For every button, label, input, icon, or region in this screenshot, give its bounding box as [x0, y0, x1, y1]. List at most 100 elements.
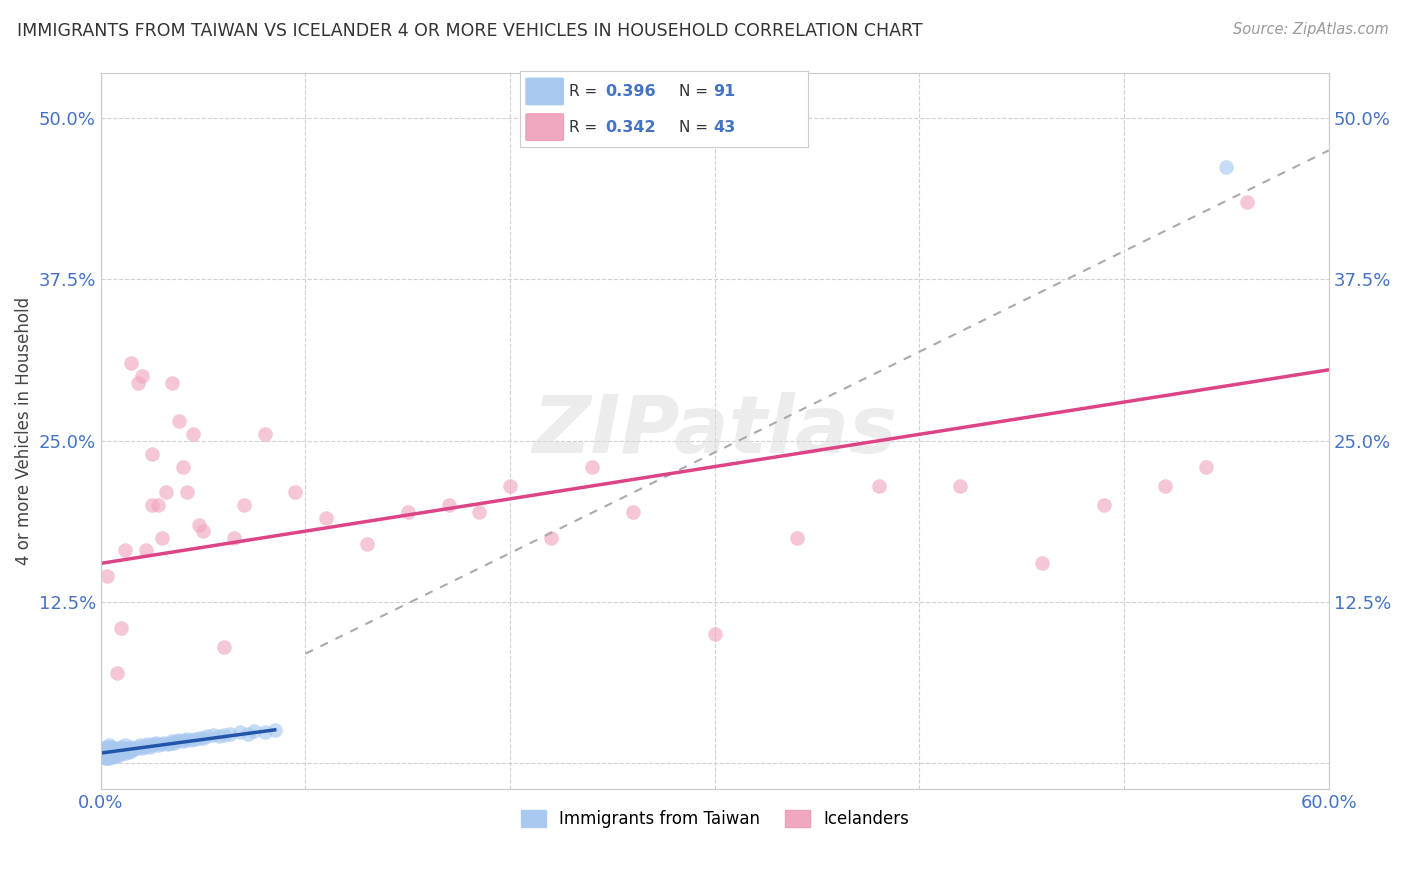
FancyBboxPatch shape	[526, 114, 564, 140]
Point	[132, 739, 155, 754]
Point	[150, 531, 173, 545]
Point	[108, 742, 131, 756]
Point	[122, 742, 145, 756]
Point	[117, 743, 139, 757]
Point	[1195, 459, 1218, 474]
Text: N =: N =	[679, 84, 713, 99]
Point	[167, 733, 190, 747]
Point	[101, 740, 124, 755]
Point	[146, 498, 169, 512]
Point	[141, 447, 163, 461]
Point	[135, 739, 157, 753]
Text: 0.396: 0.396	[605, 84, 655, 99]
Point	[153, 736, 176, 750]
Point	[101, 748, 124, 763]
Point	[253, 427, 276, 442]
Point	[191, 731, 214, 745]
Point	[184, 731, 207, 746]
Point	[104, 746, 127, 760]
Y-axis label: 4 or more Vehicles in Household: 4 or more Vehicles in Household	[15, 297, 32, 566]
Point	[162, 376, 184, 390]
Text: Source: ZipAtlas.com: Source: ZipAtlas.com	[1233, 22, 1389, 37]
Point	[94, 746, 117, 760]
Point	[124, 740, 146, 755]
Point	[98, 739, 121, 753]
Point	[121, 743, 143, 757]
Point	[212, 728, 235, 742]
Point	[172, 459, 194, 474]
Point	[131, 369, 153, 384]
Point	[135, 543, 157, 558]
Point	[98, 743, 121, 757]
Point	[253, 725, 276, 739]
Point	[284, 485, 307, 500]
Point	[181, 427, 204, 442]
Point	[180, 733, 202, 747]
Point	[110, 747, 132, 762]
Point	[141, 739, 163, 753]
Point	[191, 524, 214, 538]
Point	[166, 734, 188, 748]
Text: IMMIGRANTS FROM TAIWAN VS ICELANDER 4 OR MORE VEHICLES IN HOUSEHOLD CORRELATION : IMMIGRANTS FROM TAIWAN VS ICELANDER 4 OR…	[17, 22, 922, 40]
Point	[100, 750, 122, 764]
Point	[114, 746, 136, 760]
Point	[243, 724, 266, 739]
Point	[112, 740, 135, 755]
Point	[1031, 557, 1053, 571]
Point	[104, 743, 127, 757]
Point	[105, 748, 128, 763]
Point	[188, 731, 211, 745]
Point	[127, 376, 149, 390]
Point	[128, 739, 150, 753]
Point	[94, 740, 117, 755]
Point	[110, 621, 132, 635]
Point	[437, 498, 460, 512]
Point	[101, 743, 124, 757]
Point	[96, 747, 118, 762]
Point	[139, 739, 162, 754]
Point	[222, 531, 245, 545]
Point	[188, 517, 211, 532]
Point	[94, 743, 117, 757]
Point	[91, 743, 114, 757]
Text: ZIPatlas: ZIPatlas	[533, 392, 897, 470]
Point	[114, 543, 136, 558]
Point	[94, 748, 117, 763]
Point	[176, 731, 198, 746]
Point	[91, 740, 114, 755]
Point	[233, 498, 256, 512]
Point	[121, 356, 143, 370]
Point	[202, 728, 225, 742]
Point	[356, 537, 378, 551]
Text: 43: 43	[713, 120, 735, 135]
Point	[104, 740, 127, 755]
Point	[229, 725, 252, 739]
Point	[195, 729, 218, 743]
Point	[146, 739, 169, 753]
Point	[121, 739, 143, 754]
Point	[167, 414, 190, 428]
Point	[110, 743, 132, 757]
Point	[1215, 160, 1237, 174]
Point	[100, 747, 122, 762]
Text: 0.342: 0.342	[605, 120, 655, 135]
Point	[118, 745, 141, 759]
Point	[136, 737, 159, 751]
Point	[159, 736, 181, 750]
Point	[112, 745, 135, 759]
Point	[468, 505, 491, 519]
Point	[172, 734, 194, 748]
Point	[176, 485, 198, 500]
Point	[105, 742, 128, 756]
Point	[163, 736, 186, 750]
Point	[91, 750, 114, 764]
Text: R =: R =	[569, 120, 602, 135]
Point	[1092, 498, 1115, 512]
Text: N =: N =	[679, 120, 713, 135]
FancyBboxPatch shape	[526, 78, 564, 104]
Point	[100, 739, 122, 754]
Point	[868, 479, 890, 493]
Point	[96, 742, 118, 756]
Point	[96, 751, 118, 765]
Point	[236, 727, 259, 741]
